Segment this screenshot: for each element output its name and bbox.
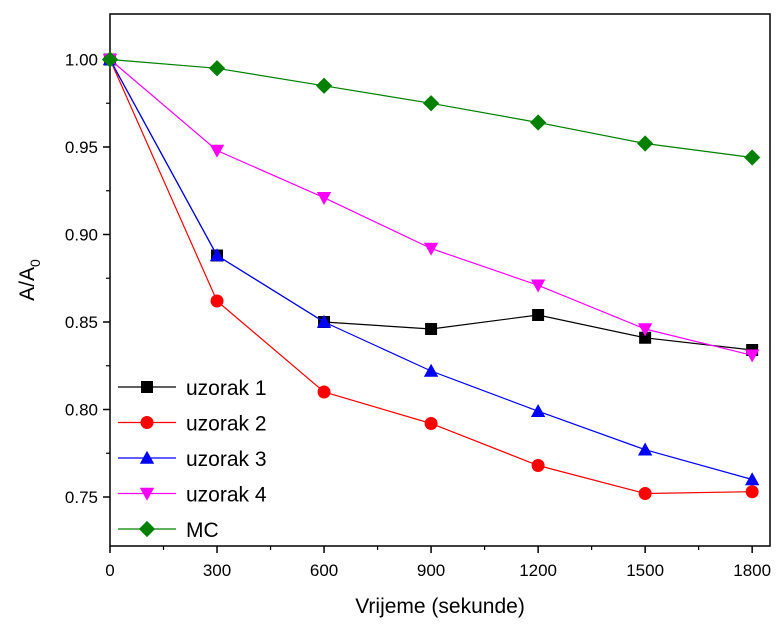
marker-triangle-up [423, 363, 439, 377]
marker-diamond [208, 60, 226, 77]
legend-label: uzorak 2 [186, 413, 267, 436]
marker-square [141, 381, 153, 393]
x-tick-label: 900 [417, 561, 445, 580]
y-tick-label: 0.85 [65, 313, 98, 332]
series-mc [101, 51, 761, 166]
marker-diamond [101, 51, 119, 68]
marker-square [425, 323, 438, 335]
x-tick-label: 600 [310, 561, 338, 580]
marker-triangle-up [209, 248, 225, 262]
marker-circle [745, 485, 759, 499]
x-tick-label: 0 [105, 561, 114, 580]
y-tick-label: 1.00 [65, 51, 98, 70]
marker-triangle-down [423, 242, 439, 256]
legend-label: uzorak 3 [186, 448, 267, 471]
marker-square [532, 309, 545, 321]
marker-triangle-down [316, 191, 332, 205]
legend-label: uzorak 4 [186, 484, 267, 507]
y-axis-title: A/A0 [16, 259, 43, 301]
axes: 0 300 600 900 1200 1500 1800 0.75 0.80 0.85 0.90 0.… [65, 13, 771, 580]
marker-triangle-up [530, 404, 546, 418]
marker-circle [140, 416, 154, 429]
legend-item: MC [118, 519, 219, 542]
marker-circle [317, 385, 331, 399]
x-tick-label: 300 [203, 561, 231, 580]
marker-diamond [637, 135, 654, 152]
y-tick-label: 0.95 [65, 138, 98, 157]
marker-triangle-down [139, 487, 155, 501]
marker-triangle-down [530, 279, 546, 293]
legend-item: uzorak 3 [118, 448, 267, 471]
marker-square [639, 331, 652, 344]
legend-item: uzorak 1 [118, 377, 267, 400]
legend-label: MC [186, 519, 219, 542]
plot-frame [109, 13, 771, 547]
marker-triangle-up [744, 472, 760, 486]
x-tick-label: 1800 [733, 561, 771, 580]
marker-triangle-up [316, 314, 332, 328]
y-tick-label: 0.90 [65, 226, 98, 245]
x-axis-title: Vrijeme (sekunde) [355, 595, 525, 618]
marker-circle [531, 459, 545, 472]
y-tick-label: 0.80 [65, 401, 98, 420]
x-tick-label: 1500 [626, 561, 664, 580]
marker-triangle-down [209, 144, 225, 158]
marker-circle [424, 417, 438, 430]
marker-diamond [315, 77, 333, 94]
marker-triangle-down [744, 349, 760, 363]
legend-label: uzorak 1 [186, 377, 267, 400]
x-tick-label: 1200 [519, 561, 557, 580]
marker-diamond [744, 149, 761, 166]
marker-circle [638, 487, 652, 500]
series-uzorak-2 [103, 53, 759, 500]
legend: uzorak 1 uzorak 2 uzorak 3 uzorak 4 MC [118, 377, 267, 542]
y-axis-title-main: A/A [16, 267, 39, 301]
series-group [101, 51, 761, 500]
marker-diamond [138, 520, 156, 538]
marker-diamond [422, 95, 440, 112]
legend-item: uzorak 4 [118, 484, 267, 507]
y-axis-title-subscript: 0 [27, 259, 43, 267]
marker-circle [210, 294, 224, 308]
marker-triangle-up [637, 442, 653, 456]
marker-triangle-down [637, 323, 653, 337]
marker-triangle-up [139, 450, 155, 464]
y-tick-label: 0.75 [65, 488, 98, 507]
marker-diamond [530, 114, 547, 131]
legend-item: uzorak 2 [118, 413, 267, 436]
